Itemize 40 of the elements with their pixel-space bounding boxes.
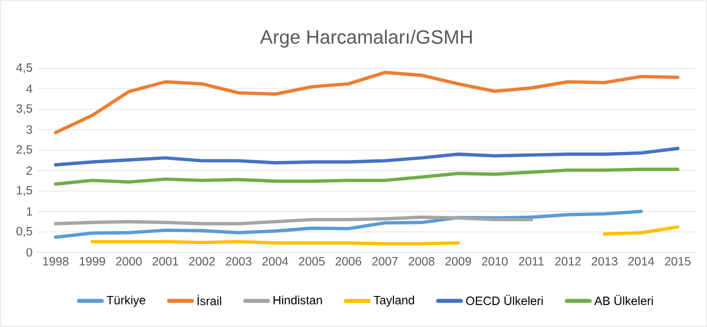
y-tick-label: 3 <box>26 125 32 134</box>
legend-label: Hindistan <box>274 296 322 304</box>
x-tick-label: 2012 <box>555 257 581 266</box>
y-tick-label: 0 <box>26 248 32 257</box>
y-tick-label: 2 <box>26 166 32 175</box>
x-tick-label: 2009 <box>445 257 471 266</box>
legend-label: AB Ülkeleri <box>594 294 653 306</box>
x-tick-label: 2013 <box>592 257 618 266</box>
y-tick-label: 3,5 <box>16 104 32 114</box>
x-tick-label: 2008 <box>408 257 434 266</box>
line-series <box>54 215 534 226</box>
y-tick-label: 1 <box>26 207 32 216</box>
y-tick-label: 0,5 <box>16 226 32 237</box>
legend-label: Türkiye <box>106 296 146 307</box>
x-tick-label: 2014 <box>628 257 654 266</box>
x-tick-label: 2002 <box>189 257 215 266</box>
x-tick-label: 2001 <box>152 257 178 266</box>
chart-title: Arge Harcamaları/GSMH <box>260 30 472 48</box>
line-series <box>54 146 680 166</box>
legend-label: İsrail <box>198 294 222 306</box>
line-series <box>54 70 680 134</box>
x-tick-label: 2010 <box>482 257 508 266</box>
x-tick-label: 2015 <box>664 257 691 266</box>
x-tick-label: 2007 <box>372 257 398 266</box>
x-tick-label: 1998 <box>43 257 68 266</box>
x-tick-label: 2005 <box>299 257 325 266</box>
legend-label: OECD Ülkeleri <box>466 294 543 306</box>
line-series <box>54 210 643 239</box>
x-tick-label: 2003 <box>226 257 252 266</box>
y-tick-label: 4 <box>26 84 32 93</box>
y-tick-label: 2,5 <box>16 145 32 156</box>
x-tick-label: 2006 <box>336 257 362 266</box>
x-tick-label: 2004 <box>262 257 288 266</box>
line-series <box>54 168 680 186</box>
legend-label: Tayland <box>374 296 414 307</box>
y-tick-label: 4,5 <box>16 63 32 74</box>
x-tick-label: 2000 <box>116 257 142 266</box>
y-tick-label: 1,5 <box>16 186 32 196</box>
x-tick-label: 2011 <box>519 257 544 266</box>
x-tick-label: 1999 <box>80 257 106 266</box>
